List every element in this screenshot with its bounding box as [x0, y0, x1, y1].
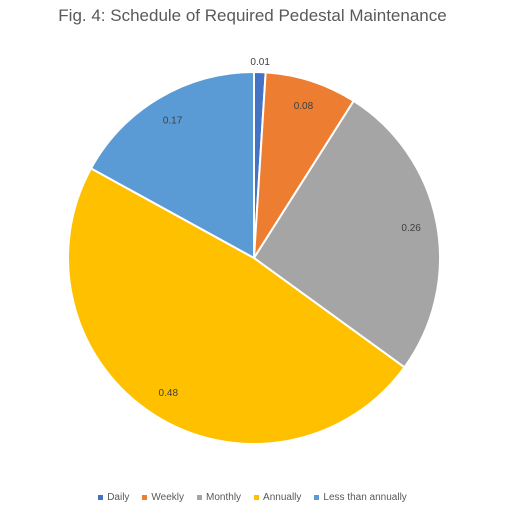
- data-label-monthly: 0.26: [401, 223, 421, 234]
- legend: Daily Weekly Monthly Annually Less than annu…: [0, 492, 505, 503]
- data-label-annually: 0.48: [159, 388, 179, 399]
- data-label-daily: 0.01: [250, 57, 270, 68]
- legend-label: Less than annually: [323, 492, 407, 503]
- legend-swatch-monthly: [197, 495, 203, 500]
- pie-slice-weekly: [253, 71, 356, 259]
- data-label-weekly: 0.08: [294, 101, 314, 112]
- legend-item-annually: Annually: [254, 492, 301, 503]
- legend-swatch-weekly: [142, 495, 148, 500]
- legend-swatch-daily: [98, 495, 104, 500]
- pie-slice-monthly: [252, 99, 441, 369]
- chart-title: Fig. 4: Schedule of Required Pedestal Ma…: [58, 6, 447, 25]
- pie-slice-less-than-annually: [89, 70, 255, 260]
- data-label-less-than-annually: 0.17: [163, 115, 183, 126]
- legend-item-less-than-annually: Less than annually: [314, 492, 407, 503]
- legend-label: Monthly: [206, 492, 242, 503]
- legend-swatch-less-than-annually: [314, 495, 320, 500]
- legend-label: Daily: [107, 492, 130, 503]
- legend-item-daily: Daily: [98, 492, 129, 503]
- legend-swatch-annually: [254, 495, 260, 500]
- legend-label: Weekly: [151, 492, 185, 503]
- legend-item-monthly: Monthly: [197, 492, 241, 503]
- legend-label: Annually: [263, 492, 302, 503]
- pie-slice-annually: [67, 167, 406, 445]
- legend-item-weekly: Weekly: [142, 492, 184, 503]
